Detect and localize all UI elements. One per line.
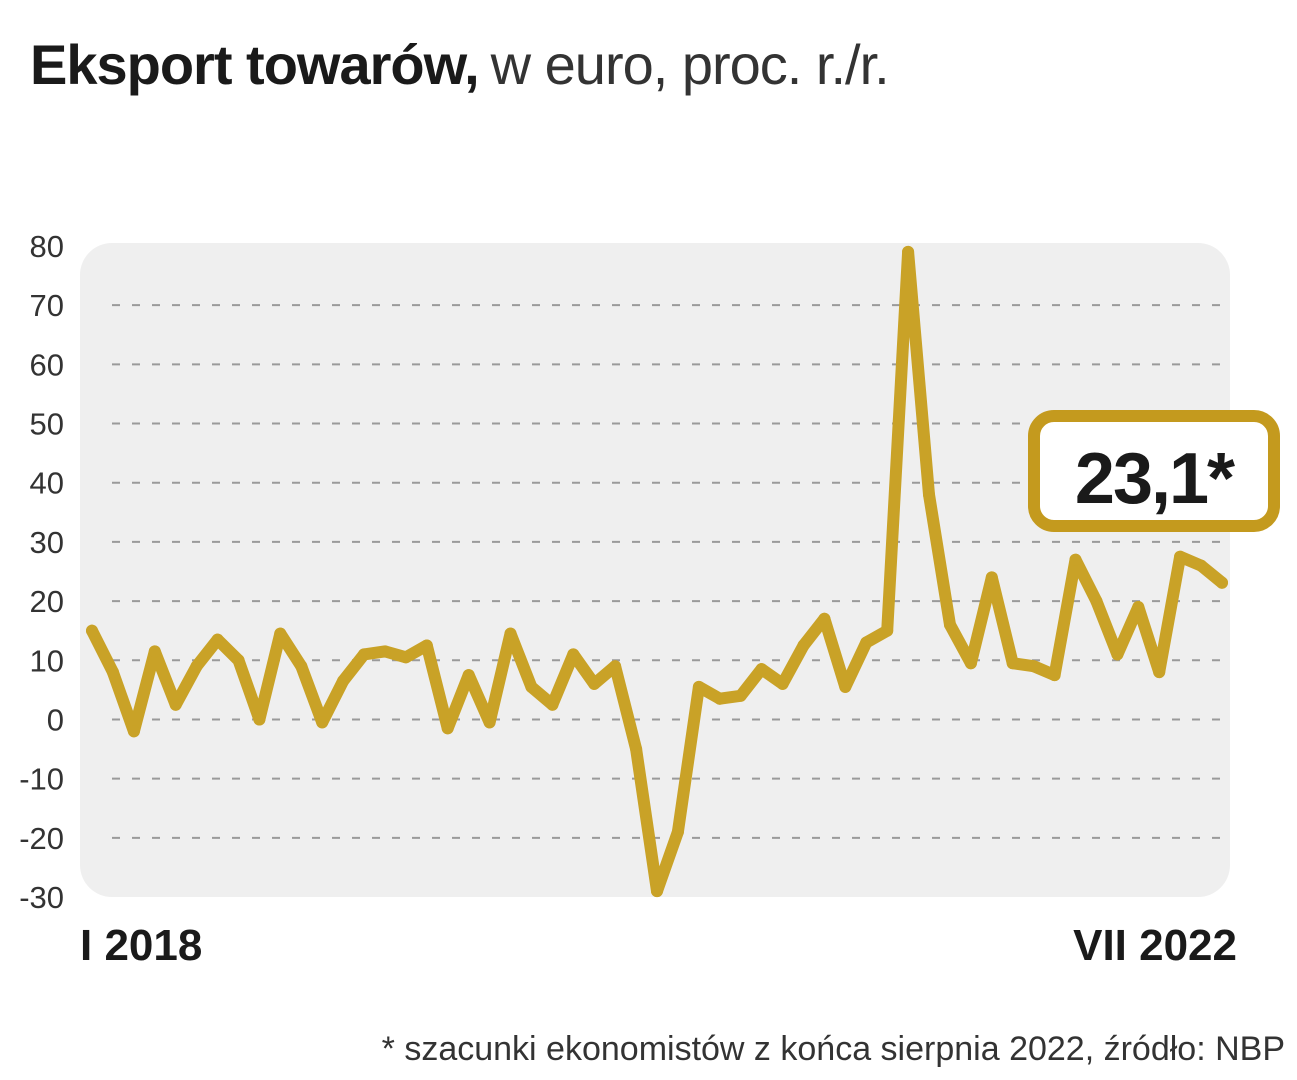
- data-point: [797, 639, 810, 652]
- data-point: [127, 725, 140, 738]
- data-point: [1027, 660, 1040, 673]
- data-point: [1048, 669, 1061, 682]
- data-point: [1069, 553, 1082, 566]
- data-point: [420, 639, 433, 652]
- data-point: [504, 627, 517, 640]
- y-tick-label: 0: [47, 702, 64, 737]
- data-point: [818, 612, 831, 625]
- data-point: [462, 669, 475, 682]
- data-point: [881, 624, 894, 637]
- data-point: [860, 636, 873, 649]
- data-point: [985, 571, 998, 584]
- data-point: [232, 654, 245, 667]
- data-point: [190, 660, 203, 673]
- data-point: [1111, 648, 1124, 661]
- y-tick-label: 30: [30, 525, 64, 560]
- data-point: [1195, 559, 1208, 572]
- data-point: [316, 716, 329, 729]
- plot-area: [80, 243, 1230, 897]
- data-point: [379, 645, 391, 658]
- y-tick-label: 80: [30, 229, 64, 264]
- data-point: [1153, 666, 1166, 679]
- y-tick-label: 50: [30, 407, 64, 442]
- data-point: [1006, 657, 1019, 670]
- data-point: [734, 689, 747, 702]
- data-point: [671, 825, 684, 838]
- data-point: [902, 245, 915, 258]
- data-point: [588, 677, 601, 690]
- data-point: [399, 651, 412, 664]
- data-point: [755, 663, 768, 676]
- data-point: [337, 675, 350, 687]
- data-point: [1216, 576, 1228, 589]
- callout: 23,1*: [1028, 410, 1280, 532]
- data-point: [211, 633, 224, 646]
- chart-title-subtitle: w euro, proc. r./r.: [490, 33, 890, 96]
- data-point: [525, 680, 538, 693]
- data-point: [1174, 550, 1187, 563]
- x-axis-start-label: I 2018: [80, 921, 202, 970]
- data-point: [630, 743, 643, 755]
- data-point: [567, 648, 580, 661]
- y-axis-ticks: 80 70 60 50 40 30 20 10 0 -10 -20 -30: [19, 229, 64, 915]
- data-point: [148, 645, 161, 658]
- chart-title-bold: Eksport towarów,: [30, 33, 480, 96]
- data-point: [651, 885, 663, 898]
- data-point: [1090, 595, 1103, 608]
- y-tick-label: -20: [19, 821, 64, 856]
- data-point: [441, 722, 454, 735]
- data-point: [1132, 601, 1145, 613]
- data-point: [358, 648, 370, 661]
- callout-box: [1028, 410, 1280, 532]
- y-tick-label: 60: [30, 347, 64, 382]
- y-tick-label: 10: [30, 643, 64, 678]
- data-point: [86, 624, 98, 637]
- data-point: [609, 660, 622, 673]
- y-tick-label: 70: [30, 288, 64, 323]
- x-axis-end-label: VII 2022: [1073, 921, 1237, 970]
- y-tick-label: -30: [19, 880, 64, 915]
- data-point: [923, 488, 935, 501]
- y-tick-label: 40: [30, 466, 64, 501]
- callout-value: 23,1*: [1075, 439, 1235, 519]
- footnote-source: * szacunki ekonomistów z końca sierpnia …: [381, 1030, 1285, 1068]
- data-point: [964, 657, 977, 670]
- data-point: [944, 618, 956, 631]
- data-point: [692, 680, 705, 693]
- data-point: [546, 698, 559, 711]
- data-point: [295, 660, 308, 673]
- data-point: [713, 692, 726, 705]
- data-point: [274, 627, 287, 640]
- chart-title: Eksport towarów, w euro, proc. r./r.: [30, 32, 890, 97]
- data-point: [169, 698, 182, 711]
- data-point: [776, 677, 789, 690]
- data-point: [106, 666, 119, 679]
- y-tick-label: 20: [30, 584, 64, 619]
- series-points: [86, 245, 1228, 898]
- data-point: [253, 713, 266, 726]
- data-point: [839, 680, 852, 693]
- y-tick-label: -10: [19, 762, 64, 797]
- data-point: [483, 716, 496, 729]
